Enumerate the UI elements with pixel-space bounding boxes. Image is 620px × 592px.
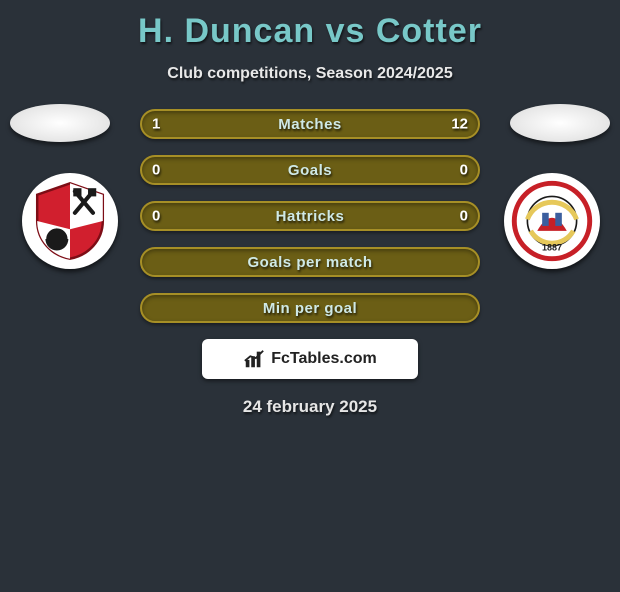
club-crest-right-icon: 1887 (511, 180, 593, 262)
stat-label: Goals per match (247, 254, 372, 271)
stat-label: Min per goal (263, 300, 357, 317)
player-photo-left (10, 104, 110, 142)
stat-row-goals: 0 Goals 0 (140, 155, 480, 185)
stat-left-value: 0 (152, 162, 160, 179)
stat-label: Hattricks (276, 208, 345, 225)
stat-right-value: 0 (460, 162, 468, 179)
page-title: H. Duncan vs Cotter (0, 12, 620, 51)
stat-row-goals-per-match: Goals per match (140, 247, 480, 277)
stat-row-min-per-goal: Min per goal (140, 293, 480, 323)
svg-text:1887: 1887 (542, 243, 562, 253)
stat-label: Goals (288, 162, 332, 179)
stat-left-value: 0 (152, 208, 160, 225)
stat-label: Matches (278, 116, 342, 133)
source-chip-label: FcTables.com (271, 350, 377, 368)
club-crest-right: 1887 (504, 173, 600, 269)
stat-row-hattricks: 0 Hattricks 0 (140, 201, 480, 231)
stat-right-value: 12 (451, 116, 468, 133)
stat-row-matches: 1 Matches 12 (140, 109, 480, 139)
player-photo-right (510, 104, 610, 142)
bar-chart-icon (243, 348, 265, 370)
comparison-stage: 1887 1 Matches 12 0 Goals 0 0 Hattricks … (0, 109, 620, 417)
club-crest-left (22, 173, 118, 269)
source-chip[interactable]: FcTables.com (202, 339, 418, 379)
date-label: 24 february 2025 (0, 397, 620, 417)
subtitle: Club competitions, Season 2024/2025 (0, 65, 620, 83)
stat-right-value: 0 (460, 208, 468, 225)
club-crest-left-icon (29, 180, 111, 262)
stat-left-value: 1 (152, 116, 160, 133)
stat-bars: 1 Matches 12 0 Goals 0 0 Hattricks 0 Goa… (140, 109, 480, 323)
